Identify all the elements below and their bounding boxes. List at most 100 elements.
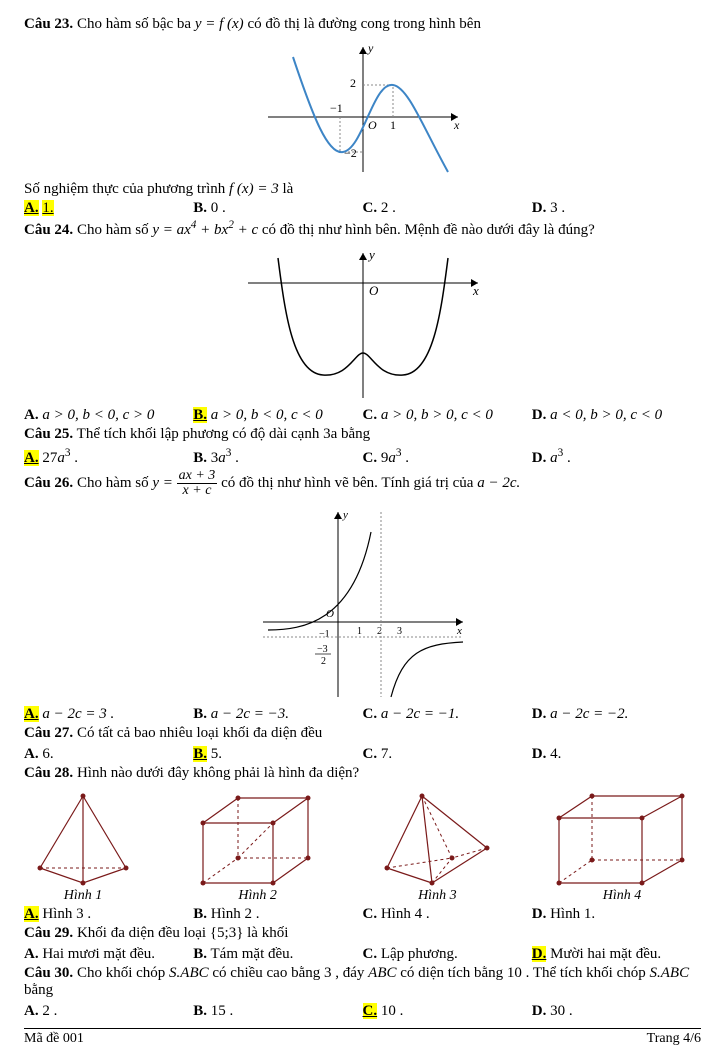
q29-optA-label: A.: [24, 946, 39, 962]
question-30: Câu 30. Cho khối chóp S.ABC có chiều cao…: [24, 965, 701, 999]
q30-text1: Cho khối chóp: [77, 965, 169, 981]
q24-formula: y = ax4 + bx2 + c: [152, 222, 258, 238]
q26-options: A. a − 2c = 3 . B. a − 2c = −3. C. a − 2…: [24, 706, 701, 723]
q24-optA-label: A.: [24, 407, 39, 423]
q27-optB: 5.: [211, 746, 222, 762]
q29-optB: Tám mặt đều.: [211, 946, 294, 962]
q27-optC-label: C.: [363, 746, 378, 762]
q27-options: A. 6. B. 5. C. 7. D. 4.: [24, 746, 701, 763]
q27-optD: 4.: [550, 746, 561, 762]
q28-options: A. Hình 3 . B. Hình 2 . C. Hình 4 . D. H…: [24, 906, 701, 923]
q30-sabc1: S.ABC: [169, 965, 209, 981]
q26-formula1: y =: [152, 475, 176, 491]
svg-text:x: x: [456, 625, 462, 637]
q26-optC: a − 2c = −1.: [381, 706, 459, 722]
q24-optD-label: D.: [532, 407, 547, 423]
q25-label: Câu 25.: [24, 426, 73, 442]
q23-formula1: y = f (x): [195, 16, 244, 32]
q28-fig2: Hình 2: [188, 788, 328, 904]
svg-text:y: y: [367, 247, 375, 262]
q23-options: A. 1. B. 0 . C. 2 . D. 3 .: [24, 200, 701, 217]
svg-text:O: O: [369, 283, 379, 298]
q24-optB: a > 0, b < 0, c < 0: [211, 407, 323, 423]
q29-optC: Lập phương.: [381, 946, 458, 962]
svg-text:2: 2: [350, 76, 356, 90]
q23-subtext: Số nghiệm thực của phương trình f (x) = …: [24, 181, 701, 198]
q27-optA-label: A.: [24, 746, 39, 762]
q23-optB: 0 .: [211, 200, 226, 216]
q25-optA-label: A.: [24, 450, 39, 466]
q28-fig3-label: Hình 3: [377, 888, 497, 904]
q30-optC-label: C.: [363, 1003, 378, 1019]
q30-text4: bằng: [24, 982, 53, 998]
q24-graph: x y O: [24, 243, 701, 403]
q26-text2: có đồ thị như hình vẽ bên. Tính giá trị …: [221, 475, 477, 491]
q24-optC-label: C.: [363, 407, 378, 423]
q26-optA: a − 2c = 3 .: [42, 706, 114, 722]
q30-optD: 30 .: [550, 1003, 573, 1019]
svg-text:y: y: [367, 41, 374, 55]
q24-optD: a < 0, b > 0, c < 0: [550, 407, 662, 423]
q28-label: Câu 28.: [24, 765, 73, 781]
q23-optB-label: B.: [193, 200, 207, 216]
svg-text:1: 1: [357, 626, 362, 637]
q27-optD-label: D.: [532, 746, 547, 762]
q29-optD: Mười hai mặt đều.: [550, 946, 661, 962]
svg-text:−1: −1: [330, 101, 343, 115]
q25-optA: 27a3 .: [42, 450, 78, 466]
q26-frac: ax + 3x + c: [177, 469, 218, 498]
q23-optA-label: A.: [24, 200, 39, 216]
q26-label: Câu 26.: [24, 475, 73, 491]
q25-text: Thể tích khối lập phương có độ dài cạnh …: [77, 426, 370, 442]
q30-optD-label: D.: [532, 1003, 547, 1019]
q30-optB: 15 .: [211, 1003, 234, 1019]
q24-optA: a > 0, b < 0, c > 0: [42, 407, 154, 423]
q30-optA-label: A.: [24, 1003, 39, 1019]
q26-optD: a − 2c = −2.: [550, 706, 628, 722]
q24-label: Câu 24.: [24, 222, 73, 238]
question-23: Câu 23. Cho hàm số bậc ba y = f (x) có đ…: [24, 16, 701, 33]
q23-optD: 3 .: [550, 200, 565, 216]
q26-formula2: a − 2c.: [477, 475, 520, 491]
q23-text4: là: [282, 181, 293, 197]
q28-fig1: Hình 1: [28, 788, 138, 904]
svg-text:x: x: [453, 118, 460, 132]
q28-text: Hình nào dưới đây không phải là hình đa …: [77, 765, 359, 781]
footer-left: Mã đề 001: [24, 1031, 84, 1047]
svg-text:y: y: [342, 509, 348, 521]
q30-optB-label: B.: [193, 1003, 207, 1019]
q23-graph: x y O −1 1 2 −2: [24, 37, 701, 177]
question-27: Câu 27. Có tất cả bao nhiêu loại khối đa…: [24, 725, 701, 742]
q23-optC-label: C.: [363, 200, 378, 216]
q29-optB-label: B.: [193, 946, 207, 962]
q26-optC-label: C.: [363, 706, 378, 722]
q29-optD-label: D.: [532, 946, 547, 962]
svg-text:1: 1: [390, 118, 396, 132]
q27-optC: 7.: [381, 746, 392, 762]
q25-options: A. 27a3 . B. 3a3 . C. 9a3 . D. a3 .: [24, 447, 701, 467]
q24-text2: có đồ thị như hình bên. Mệnh đề nào dưới…: [262, 222, 595, 238]
q24-optB-label: B.: [193, 407, 207, 423]
q28-optC: Hình 4 .: [381, 906, 430, 922]
q23-text2: có đồ thị là đường cong trong hình bên: [247, 16, 481, 32]
q28-optB: Hình 2 .: [211, 906, 260, 922]
q30-abc: ABC: [368, 965, 396, 981]
q23-text3: Số nghiệm thực của phương trình: [24, 181, 229, 197]
q30-label: Câu 30.: [24, 965, 73, 981]
q24-options: A. a > 0, b < 0, c > 0 B. a > 0, b < 0, …: [24, 407, 701, 424]
q28-fig1-label: Hình 1: [28, 888, 138, 904]
q25-optC-label: C.: [363, 450, 378, 466]
q26-text1: Cho hàm số: [77, 475, 152, 491]
q28-fig2-label: Hình 2: [188, 888, 328, 904]
q30-optA: 2 .: [42, 1003, 57, 1019]
question-29: Câu 29. Khối đa diện đều loại {5;3} là k…: [24, 925, 701, 942]
q27-optA: 6.: [42, 746, 53, 762]
q28-optD: Hình 1.: [550, 906, 595, 922]
q30-text2: có chiều cao bằng 3 , đáy: [212, 965, 368, 981]
q26-optB-label: B.: [193, 706, 207, 722]
q29-label: Câu 29.: [24, 925, 73, 941]
q27-label: Câu 27.: [24, 725, 73, 741]
svg-text:2: 2: [377, 626, 382, 637]
q29-optC-label: C.: [363, 946, 378, 962]
svg-text:2: 2: [321, 656, 326, 667]
